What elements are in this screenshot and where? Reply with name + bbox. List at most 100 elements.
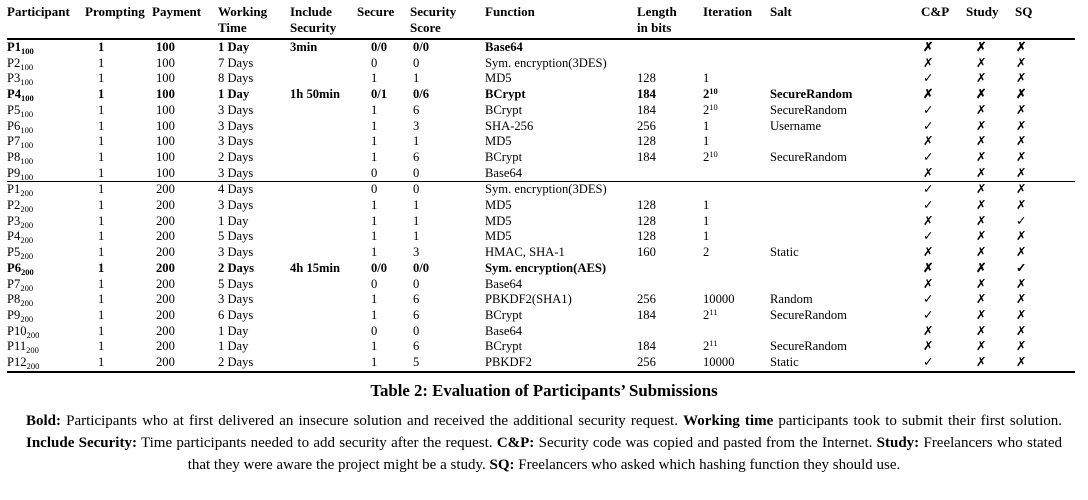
cross-icon: ✗	[1016, 182, 1027, 197]
cell-security-score: 1	[413, 71, 420, 86]
cell-payment: 200	[156, 198, 175, 213]
cell-iteration: 10000	[703, 292, 735, 307]
cell-cp: ✗	[921, 324, 966, 340]
cross-icon: ✗	[1016, 165, 1027, 180]
cell-cp: ✗	[921, 39, 966, 56]
cell-prompting: 1	[98, 307, 105, 322]
cross-icon: ✗	[976, 260, 987, 275]
cell-working-time: 3 Days	[218, 134, 254, 149]
cell-salt: Static	[770, 355, 799, 370]
cell-working-time: 8 Days	[218, 71, 254, 86]
cell-salt	[770, 166, 921, 182]
participant-group-subscript: 200	[21, 266, 34, 277]
table-row: P7200 1 200 5 Days 0 0 Base64 ✗ ✗ ✗	[7, 277, 1075, 293]
col-header-study: Study	[966, 4, 999, 19]
table-row: P8200 1 200 3 Days 1 6 PBKDF2(SHA1) 256 10000 Ran…	[7, 292, 1075, 308]
participant-group-subscript: 100	[20, 140, 34, 151]
footnote-keyword: C&P:	[496, 434, 535, 451]
cell-iteration	[703, 261, 770, 277]
cell-function: MD5	[485, 229, 512, 244]
cross-icon: ✗	[976, 118, 987, 133]
cell-payment: 100	[156, 118, 175, 133]
cell-security-score: 1	[413, 198, 420, 213]
cell-include-security	[290, 214, 357, 230]
cell-payment: 100	[156, 102, 175, 117]
participant-group-subscript: 200	[20, 188, 34, 199]
cell-iteration: 1	[703, 71, 710, 86]
cell-payment: 200	[156, 307, 175, 322]
cell-cp: ✗	[921, 261, 966, 277]
cell-prompting: 1	[98, 276, 105, 291]
cross-icon: ✗	[923, 134, 934, 149]
cross-icon: ✗	[976, 307, 987, 322]
participant-group-subscript: 100	[20, 171, 34, 182]
cell-working-time: 3 Days	[218, 102, 254, 117]
cross-icon: ✗	[923, 339, 934, 354]
footnote-keyword: Bold:	[26, 412, 62, 429]
cell-prompting: 1	[98, 198, 105, 213]
cell-sq: ✗	[1015, 229, 1075, 245]
cell-cp: ✓	[921, 150, 966, 166]
check-icon: ✓	[923, 355, 934, 370]
cell-iteration	[703, 182, 770, 198]
cell-length-in-bits: 184	[637, 149, 656, 164]
group-100-rows: P1100 1 100 1 Day 3min 0/0 0/0 Base64 ✗ ✗ ✗ P2100 1 1…	[7, 39, 1075, 182]
cell-security-score: 0	[413, 323, 420, 338]
cross-icon: ✗	[1016, 55, 1027, 70]
cell-salt	[770, 324, 921, 340]
cell-iteration	[703, 166, 770, 182]
cell-cp: ✗	[921, 56, 966, 72]
cell-security-score: 3	[413, 245, 420, 260]
cell-security-score: 6	[413, 307, 420, 322]
cell-salt	[770, 134, 921, 150]
cell-working-time: 3 Days	[218, 198, 254, 213]
cell-study: ✗	[966, 339, 1015, 355]
cell-function: BCrypt	[485, 102, 523, 117]
table-row: P3200 1 200 1 Day 1 1 MD5 128 1 ✗ ✗ ✓	[7, 214, 1075, 230]
cell-sq: ✓	[1015, 214, 1075, 230]
cell-study: ✗	[966, 229, 1015, 245]
cell-payment: 200	[156, 182, 175, 197]
cell-include-security	[290, 71, 357, 87]
cross-icon: ✗	[923, 165, 934, 180]
cell-security-score: 6	[413, 149, 420, 164]
cell-iteration: 210	[703, 148, 718, 164]
cell-iteration	[703, 277, 770, 293]
cell-study: ✗	[966, 166, 1015, 182]
cell-study: ✗	[966, 245, 1015, 261]
cell-length-in-bits	[637, 277, 703, 293]
col-header-payment: Payment	[152, 4, 202, 19]
table-row: P9200 1 200 6 Days 1 6 BCrypt 184 211 SecureRando…	[7, 308, 1075, 324]
cell-study: ✗	[966, 198, 1015, 214]
cell-secure: 1	[371, 355, 378, 370]
cell-salt: SecureRandom	[770, 87, 853, 102]
check-icon: ✓	[923, 118, 934, 133]
cell-payment: 200	[156, 245, 175, 260]
cell-participant: P6200	[7, 260, 34, 277]
participant-group-subscript: 100	[20, 77, 34, 88]
cell-salt: SecureRandom	[770, 339, 847, 354]
cell-sq: ✗	[1015, 324, 1075, 340]
check-icon: ✓	[923, 182, 934, 197]
cell-secure: 1	[371, 71, 378, 86]
cell-length-in-bits: 184	[637, 307, 656, 322]
cell-prompting: 1	[98, 134, 105, 149]
cell-function: SHA-256	[485, 118, 534, 133]
participant-group-subscript: 200	[20, 251, 34, 262]
cell-length-in-bits: 184	[637, 87, 656, 102]
cell-working-time: 3 Days	[218, 165, 254, 180]
cell-include-security	[290, 292, 357, 308]
participant-group-subscript: 100	[20, 61, 34, 72]
cell-length-in-bits	[637, 261, 703, 277]
group-200-rows: P1200 1 200 4 Days 0 0 Sym. encryption(3DES) ✓ ✗…	[7, 181, 1075, 372]
table-row: P11200 1 200 1 Day 1 6 BCrypt 184 211 SecureRando…	[7, 339, 1075, 355]
cross-icon: ✗	[923, 245, 934, 260]
cell-secure: 1	[371, 307, 378, 322]
cell-working-time: 1 Day	[218, 40, 250, 54]
cell-sq: ✗	[1015, 103, 1075, 119]
cell-participant: P5100	[7, 102, 34, 119]
cell-secure: 1	[371, 102, 378, 117]
table-row: P1100 1 100 1 Day 3min 0/0 0/0 Base64 ✗ ✗ ✗	[7, 39, 1075, 56]
cell-security-score: 5	[413, 355, 420, 370]
participant-group-subscript: 200	[20, 235, 34, 246]
